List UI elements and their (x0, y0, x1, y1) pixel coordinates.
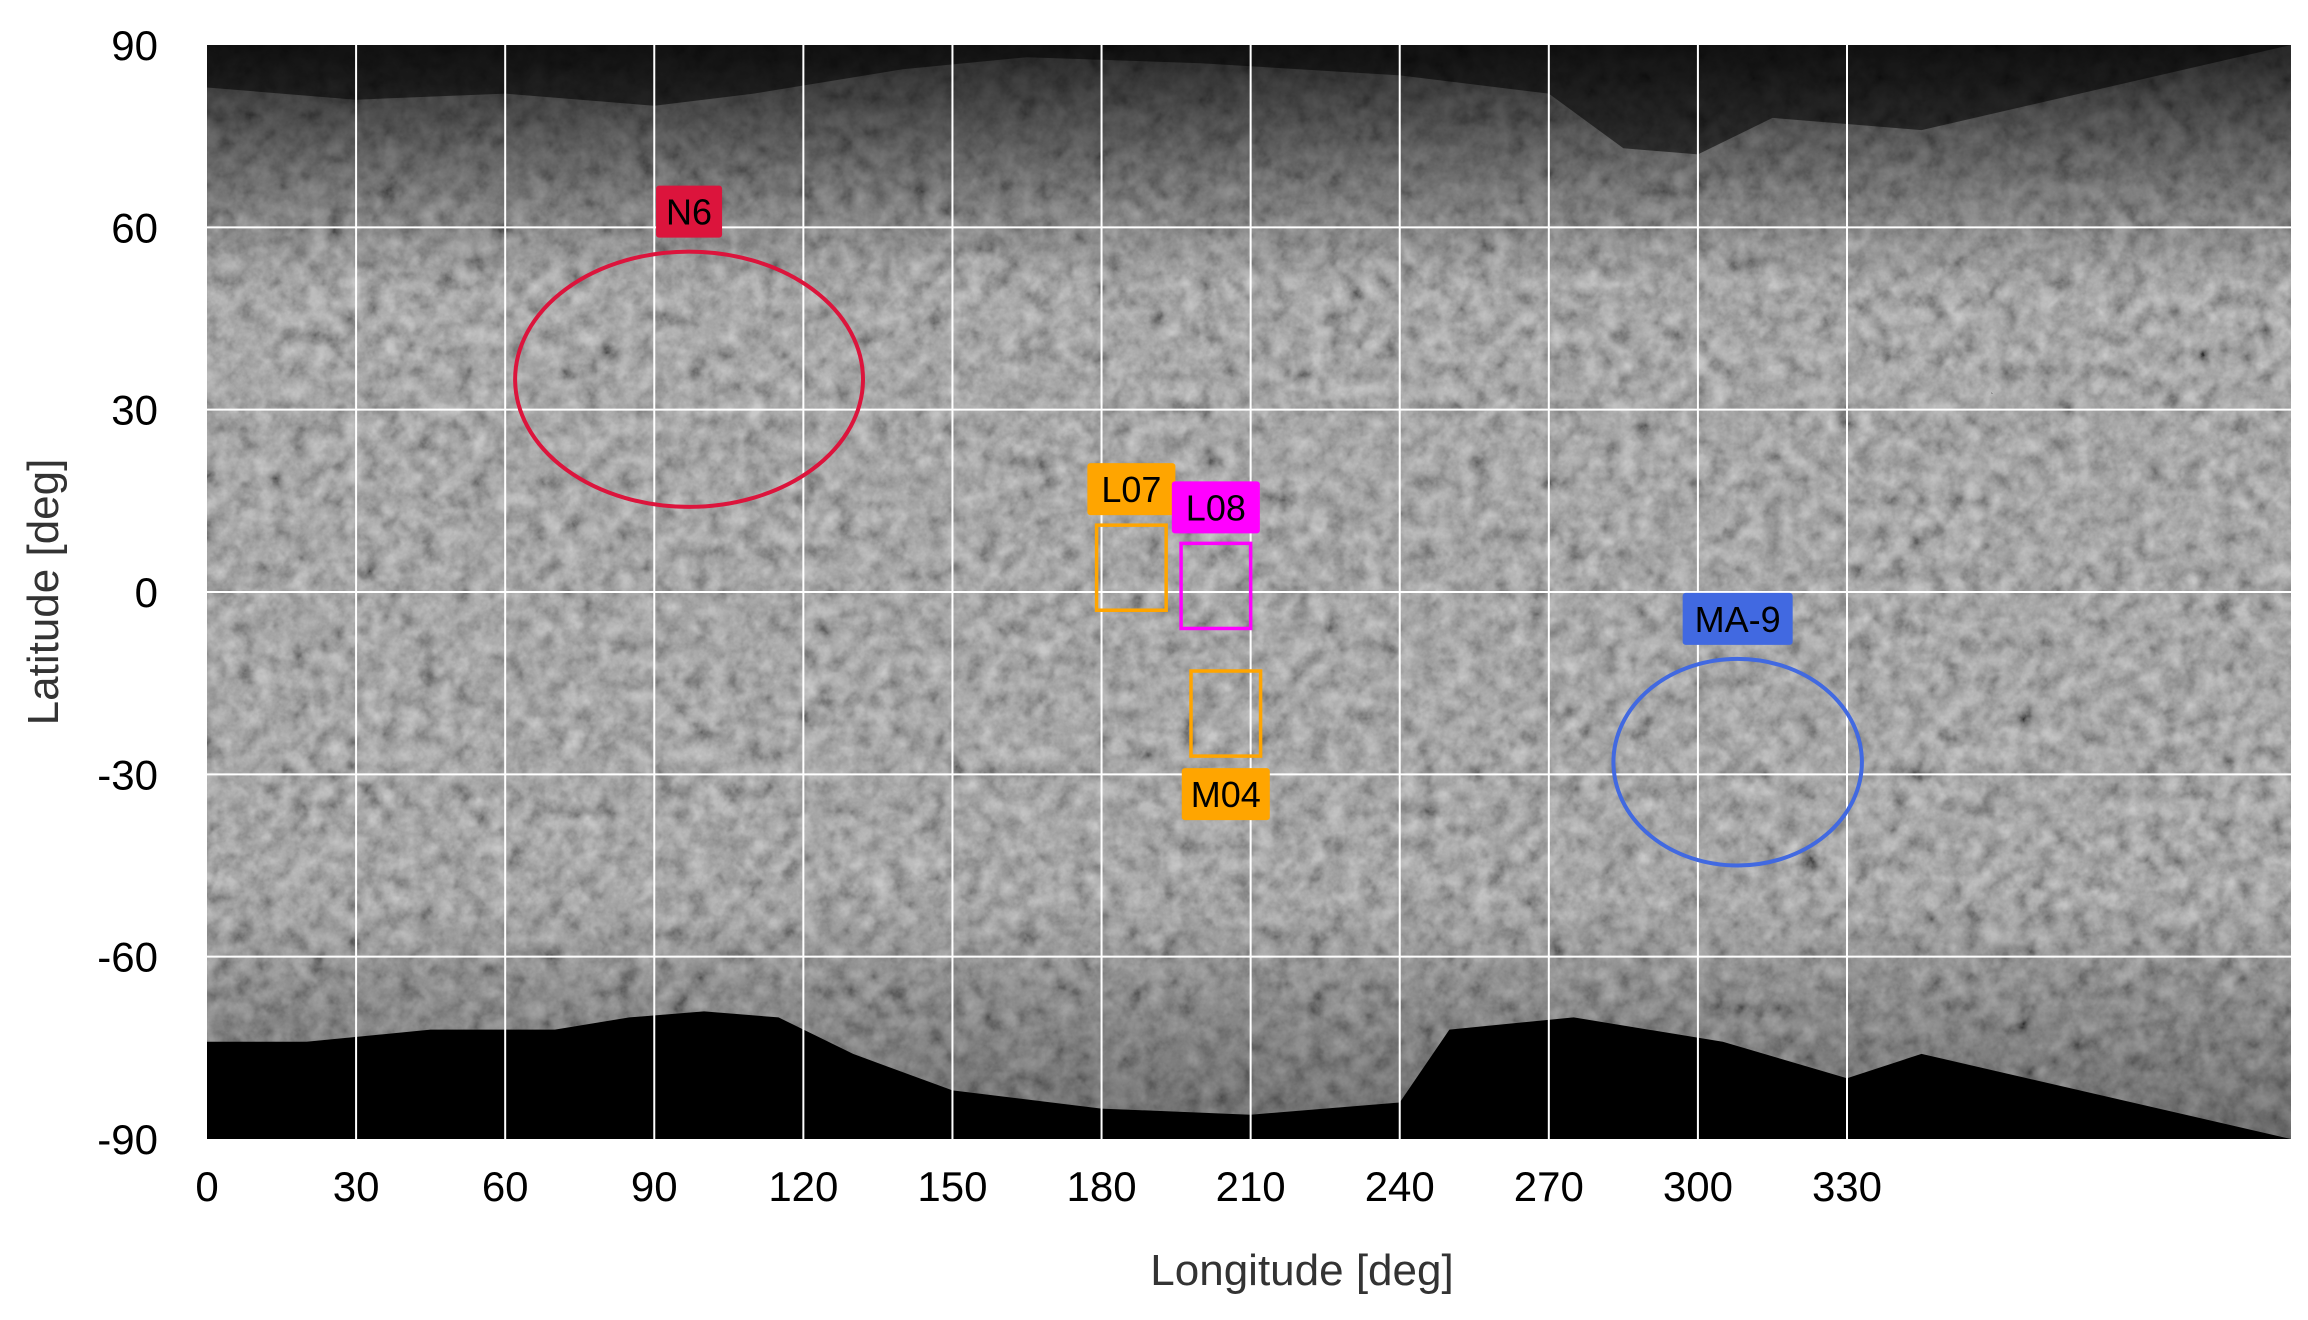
region-outline (513, 249, 865, 509)
x-tick-label: 120 (768, 1163, 838, 1210)
x-tick-label: 180 (1067, 1163, 1137, 1210)
region-n6: N6 (513, 185, 865, 509)
y-tick-label: -60 (97, 934, 158, 981)
region-label-badge (1682, 592, 1793, 645)
region-outline (1611, 656, 1864, 868)
x-tick-label: 270 (1514, 1163, 1584, 1210)
y-tick-label: 0 (135, 569, 158, 616)
grid-lines (207, 45, 2291, 1139)
region-outline (1189, 669, 1263, 758)
region-label-badge (1181, 768, 1270, 821)
region-label: N6 (666, 192, 712, 233)
region-markers: N6 L07 L08 M04 MA-9 (513, 185, 1864, 868)
region-label: L08 (1186, 487, 1246, 528)
x-tick-label: 0 (195, 1163, 218, 1210)
region-label: MA-9 (1695, 599, 1781, 640)
y-tick-label: -30 (97, 751, 158, 798)
x-tick-label: 330 (1812, 1163, 1882, 1210)
region-m04: M04 (1181, 669, 1270, 821)
region-label-badge (1171, 481, 1260, 534)
region-ma-9: MA-9 (1611, 592, 1864, 868)
x-tick-label: 300 (1663, 1163, 1733, 1210)
region-outline (1094, 523, 1168, 612)
region-l07: L07 (1087, 463, 1176, 612)
y-tick-label: 60 (111, 204, 158, 251)
x-tick-label: 60 (482, 1163, 529, 1210)
x-axis: 0 30 60 90 120 150 180 210 240 270 300 330 (195, 1163, 1882, 1210)
region-label-badge (656, 185, 723, 238)
x-tick-label: 90 (631, 1163, 678, 1210)
y-tick-label: 30 (111, 387, 158, 434)
y-tick-label: -90 (97, 1116, 158, 1163)
x-axis-label: Longitude [deg] (1150, 1246, 1453, 1295)
x-tick-label: 150 (917, 1163, 987, 1210)
region-l08: L08 (1171, 481, 1260, 631)
y-axis: 90 60 30 0 -30 -60 -90 (97, 22, 158, 1163)
y-tick-label: 90 (111, 22, 158, 69)
region-label: L07 (1101, 469, 1161, 510)
north-shadow-region (207, 45, 2291, 155)
south-shadow-region (207, 1011, 2291, 1139)
x-tick-label: 30 (333, 1163, 380, 1210)
x-tick-label: 210 (1216, 1163, 1286, 1210)
x-tick-label: 240 (1365, 1163, 1435, 1210)
y-axis-label: Latitude [deg] (19, 459, 68, 726)
region-label-badge (1087, 463, 1176, 516)
region-outline (1179, 541, 1253, 631)
region-label: M04 (1191, 774, 1261, 815)
